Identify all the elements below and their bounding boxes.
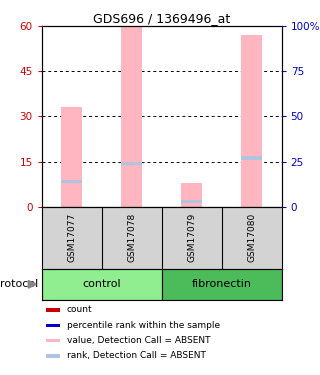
Text: fibronectin: fibronectin: [192, 279, 252, 289]
Bar: [241, 35, 262, 207]
Text: count: count: [67, 306, 92, 315]
Bar: [46, 324, 60, 327]
Bar: [61, 180, 82, 183]
Text: GSM17078: GSM17078: [127, 213, 136, 262]
Text: GSM17079: GSM17079: [187, 213, 196, 262]
Bar: [181, 183, 202, 207]
Bar: [241, 156, 262, 160]
Bar: [46, 354, 60, 358]
Bar: [46, 339, 60, 342]
Text: protocol: protocol: [0, 279, 39, 289]
Bar: [61, 108, 82, 207]
Bar: [121, 162, 142, 165]
Text: value, Detection Call = ABSENT: value, Detection Call = ABSENT: [67, 336, 210, 345]
Text: percentile rank within the sample: percentile rank within the sample: [67, 321, 220, 330]
Text: control: control: [82, 279, 121, 289]
Bar: [181, 200, 202, 203]
Text: GSM17077: GSM17077: [67, 213, 76, 262]
Text: GSM17080: GSM17080: [247, 213, 256, 262]
Bar: [46, 308, 60, 312]
Text: rank, Detection Call = ABSENT: rank, Detection Call = ABSENT: [67, 351, 206, 360]
Bar: [121, 26, 142, 207]
Bar: [162, 269, 282, 300]
Title: GDS696 / 1369496_at: GDS696 / 1369496_at: [93, 12, 230, 25]
Bar: [42, 269, 162, 300]
